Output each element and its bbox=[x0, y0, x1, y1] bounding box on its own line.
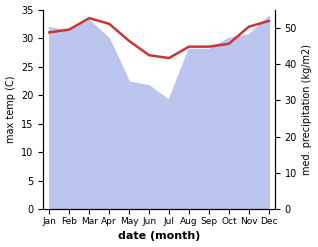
Y-axis label: med. precipitation (kg/m2): med. precipitation (kg/m2) bbox=[302, 44, 313, 175]
X-axis label: date (month): date (month) bbox=[118, 231, 200, 242]
Y-axis label: max temp (C): max temp (C) bbox=[5, 76, 16, 143]
